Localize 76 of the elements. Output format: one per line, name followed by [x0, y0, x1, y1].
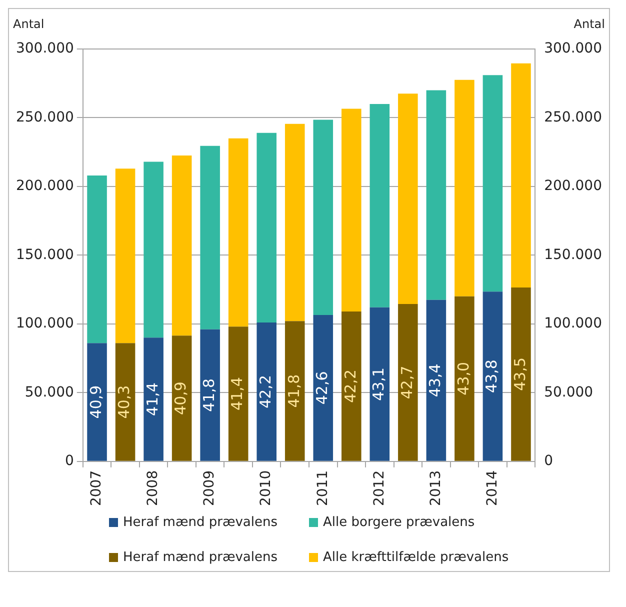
y-tick-label: 50.000 — [24, 384, 74, 400]
x-tick-label: 2011 — [314, 470, 331, 506]
x-tick-label: 2013 — [428, 470, 444, 506]
annotation: 43,8 — [482, 360, 501, 393]
bar — [87, 343, 107, 461]
bar — [228, 326, 248, 461]
annotation: 42,7 — [398, 366, 416, 400]
bar — [342, 312, 362, 461]
legend-label: Alle borgere prævalens — [323, 515, 475, 530]
bar — [426, 300, 446, 461]
bar — [115, 168, 136, 344]
y-tick-label: 0 — [64, 453, 74, 470]
annotation: 40,9 — [172, 382, 190, 415]
bar — [172, 156, 192, 336]
bar — [511, 287, 531, 461]
bar — [256, 322, 276, 461]
annotation: 43,1 — [370, 367, 388, 401]
annotation: 43,0 — [454, 362, 472, 396]
annotation: 40,9 — [86, 385, 105, 419]
y-tick-label: 200.000 — [16, 178, 74, 194]
y2-tick-label: 300.000 — [544, 40, 602, 57]
bar — [144, 338, 164, 461]
x-tick-label: 2014 — [484, 470, 500, 506]
bar — [426, 90, 446, 300]
bar — [87, 175, 107, 344]
bar — [454, 80, 474, 296]
y2-axis-title: Antal — [574, 17, 605, 32]
y-tick-label: 100.000 — [16, 316, 74, 332]
bar — [454, 296, 474, 461]
y2-tick-label: 50.000 — [544, 384, 594, 400]
legend-label: Heraf mænd prævalens — [123, 515, 278, 530]
annotation: 42,2 — [341, 370, 360, 403]
x-tick-label: 2007 — [88, 470, 105, 506]
y2-tick-label: 100.000 — [544, 316, 602, 332]
annotation: 43,5 — [510, 357, 529, 391]
bar — [200, 329, 220, 461]
y-tick-label: 250.000 — [16, 109, 74, 126]
y2-tick-label: 200.000 — [544, 178, 602, 194]
y-axis-title: Antal — [13, 17, 44, 32]
bar — [482, 75, 503, 292]
bar — [144, 162, 164, 338]
bar — [313, 314, 334, 461]
y2-tick-label: 150.000 — [544, 246, 602, 263]
y2-tick-label: 0 — [544, 453, 554, 470]
bar — [398, 94, 418, 304]
x-tick-label: 2010 — [258, 470, 274, 506]
annotation: 41,8 — [284, 374, 303, 408]
bar — [370, 104, 390, 308]
bar — [200, 146, 220, 330]
annotation: 43,4 — [426, 364, 444, 398]
bar — [511, 63, 531, 288]
bar — [172, 336, 192, 461]
annotation: 42,6 — [313, 371, 332, 405]
annotation: 41,4 — [143, 382, 162, 416]
legend-label: Alle kræfttilfælde prævalens — [323, 550, 509, 565]
x-tick-label: 2009 — [202, 470, 218, 506]
y-tick-label: 150.000 — [16, 246, 74, 263]
bar — [370, 307, 390, 461]
y-tick-label: 300.000 — [16, 40, 74, 57]
bar — [313, 120, 334, 315]
y2-tick-label: 250.000 — [544, 109, 602, 126]
bar — [256, 132, 276, 323]
x-tick-label: 2008 — [145, 470, 162, 506]
annotation: 41,4 — [228, 377, 246, 410]
bar — [284, 124, 305, 322]
bar — [482, 292, 503, 461]
legend-label: Heraf mænd prævalens — [123, 550, 278, 565]
annotation: 42,2 — [256, 375, 274, 408]
annotation: 40,3 — [115, 385, 134, 419]
bar — [228, 138, 248, 327]
bar — [342, 108, 362, 312]
bar — [284, 321, 305, 461]
bar — [398, 304, 418, 461]
x-tick-label: 2012 — [371, 470, 388, 506]
annotation: 41,8 — [200, 378, 218, 412]
bar — [115, 343, 136, 461]
